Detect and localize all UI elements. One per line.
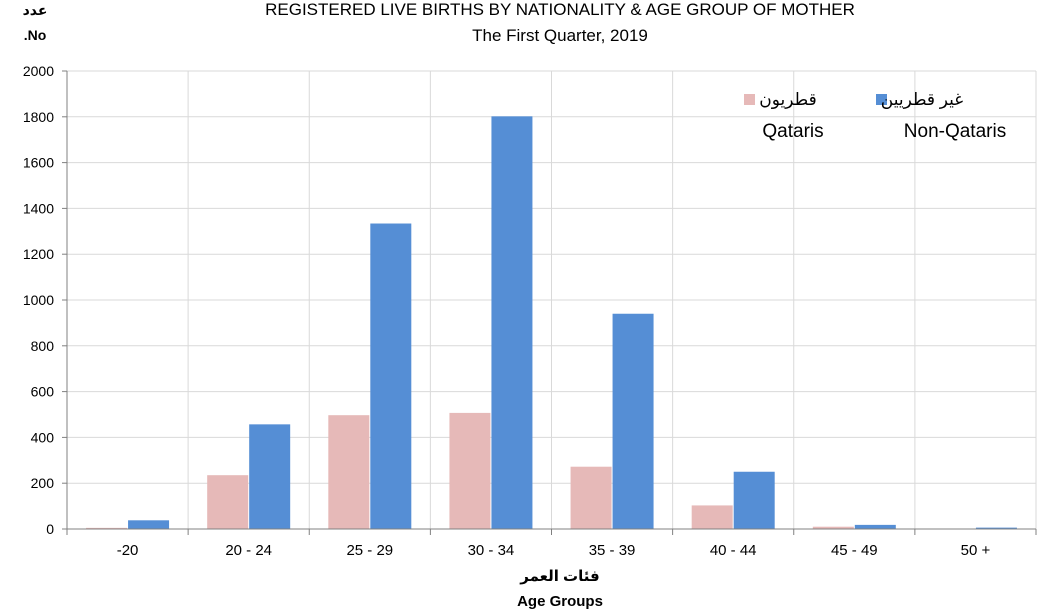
x-tick-label: 25 - 29 xyxy=(346,542,393,559)
y-tick-label: 2000 xyxy=(23,63,54,79)
y-tick-label: 800 xyxy=(31,338,55,354)
y-tick-label: 400 xyxy=(31,429,55,445)
legend-label-qataris-arabic: قطريون xyxy=(759,90,816,109)
bar-qataris-3 xyxy=(449,412,491,529)
y-axis-label-arabic: عدد xyxy=(23,2,48,18)
chart-subtitle: The First Quarter, 2019 xyxy=(472,26,648,45)
chart-title: REGISTERED LIVE BIRTHS BY NATIONALITY & … xyxy=(265,0,855,19)
x-tick-label: 20 - 24 xyxy=(225,542,272,559)
y-tick-label: 600 xyxy=(31,384,55,400)
x-tick-labels: -20 20 - 24 25 - 29 30 - 34 35 - 39 40 - 44 45… xyxy=(117,542,991,559)
bar-qataris-4 xyxy=(570,466,612,529)
x-tick-label: 50 + xyxy=(961,542,991,559)
x-tick-label: 45 - 49 xyxy=(831,542,878,559)
bar-non-qataris-1 xyxy=(249,424,291,529)
legend-label-non-qataris-arabic: غير قطريين xyxy=(881,90,963,109)
y-tick-label: 200 xyxy=(31,475,55,491)
y-tick-label: 1200 xyxy=(23,246,54,262)
bar-qataris-6 xyxy=(812,526,854,529)
bar-non-qataris-4 xyxy=(612,313,654,529)
x-axis-label-arabic: فئات العمر xyxy=(519,568,599,585)
bar-qataris-1 xyxy=(207,475,249,529)
legend-swatch-qataris xyxy=(744,94,755,105)
bar-non-qataris-5 xyxy=(733,471,775,529)
bar-non-qataris-6 xyxy=(854,524,896,529)
legend-label-qataris: Qataris xyxy=(762,121,823,142)
x-tick-label: 35 - 39 xyxy=(589,542,636,559)
x-tick-label: 40 - 44 xyxy=(710,542,757,559)
bar-non-qataris-0 xyxy=(128,520,170,529)
x-tick-label: -20 xyxy=(117,542,139,559)
y-axis-label-english: .No xyxy=(24,27,47,43)
y-tick-label: 0 xyxy=(46,521,54,537)
gridlines xyxy=(67,70,1037,529)
legend-swatch-non-qataris xyxy=(876,94,887,105)
x-tick-label: 30 - 34 xyxy=(468,542,515,559)
y-tick-label: 1800 xyxy=(23,109,54,125)
y-tick-label: 1600 xyxy=(23,155,54,171)
legend: قطريون Qataris غير قطريين Non-Qataris xyxy=(744,90,1006,142)
bar-non-qataris-7 xyxy=(975,527,1017,529)
bar-qataris-2 xyxy=(328,415,370,529)
y-tick-labels: 0 200 400 600 800 1000 1200 1400 1600 1800 2000 xyxy=(23,63,54,537)
y-tick-label: 1400 xyxy=(23,200,54,216)
y-tick-label: 1000 xyxy=(23,292,54,308)
legend-label-non-qataris: Non-Qataris xyxy=(904,121,1006,142)
bar-qataris-0 xyxy=(86,527,128,529)
axes xyxy=(62,70,1037,535)
bar-qataris-5 xyxy=(691,505,733,529)
x-axis-label-english: Age Groups xyxy=(517,593,603,610)
bar-non-qataris-2 xyxy=(370,223,412,529)
bar-non-qataris-3 xyxy=(491,116,533,529)
bars xyxy=(86,116,1017,529)
